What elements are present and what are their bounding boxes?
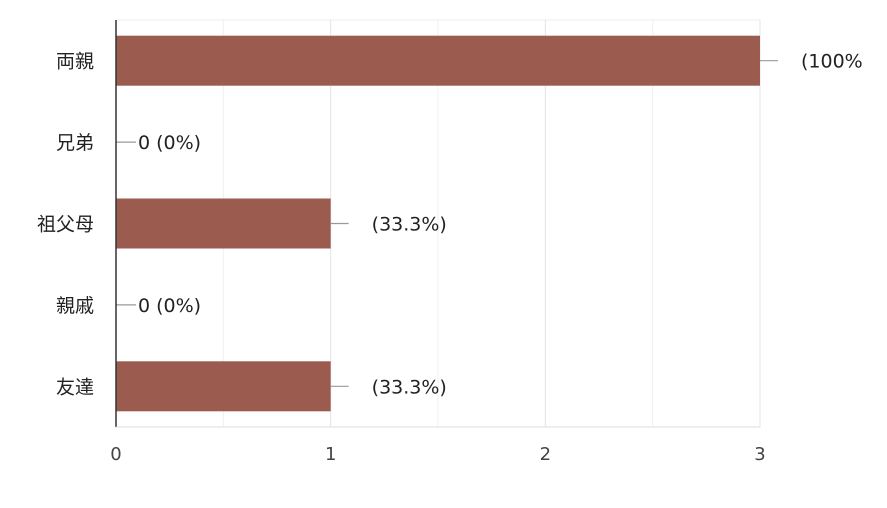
category-label: 両親: [56, 51, 94, 73]
label-leaders: [116, 60, 778, 387]
bar: [116, 35, 760, 86]
bar: [116, 198, 331, 249]
axes: [115, 20, 760, 428]
x-tick-label: 1: [325, 444, 336, 465]
x-tick-label: 3: [754, 444, 765, 465]
data-label: (100%: [801, 51, 863, 73]
category-label: 親戚: [56, 295, 94, 317]
category-label: 祖父母: [37, 214, 94, 236]
data-labels: (100% 0 (0%) (33.3%) 0 (0%) (33.3%): [138, 51, 863, 399]
category-label: 友達: [56, 376, 94, 398]
data-label: 0 (0%): [138, 132, 201, 154]
bar: [116, 361, 331, 412]
x-tick-label: 0: [110, 444, 121, 465]
x-tick-label: 2: [540, 444, 551, 465]
x-tick-labels: 0 1 2 3: [110, 444, 765, 465]
category-label: 兄弟: [56, 132, 94, 154]
data-label: (33.3%): [372, 376, 447, 398]
data-label: 0 (0%): [138, 295, 201, 317]
data-label: (33.3%): [372, 214, 447, 236]
bars: [116, 35, 760, 412]
